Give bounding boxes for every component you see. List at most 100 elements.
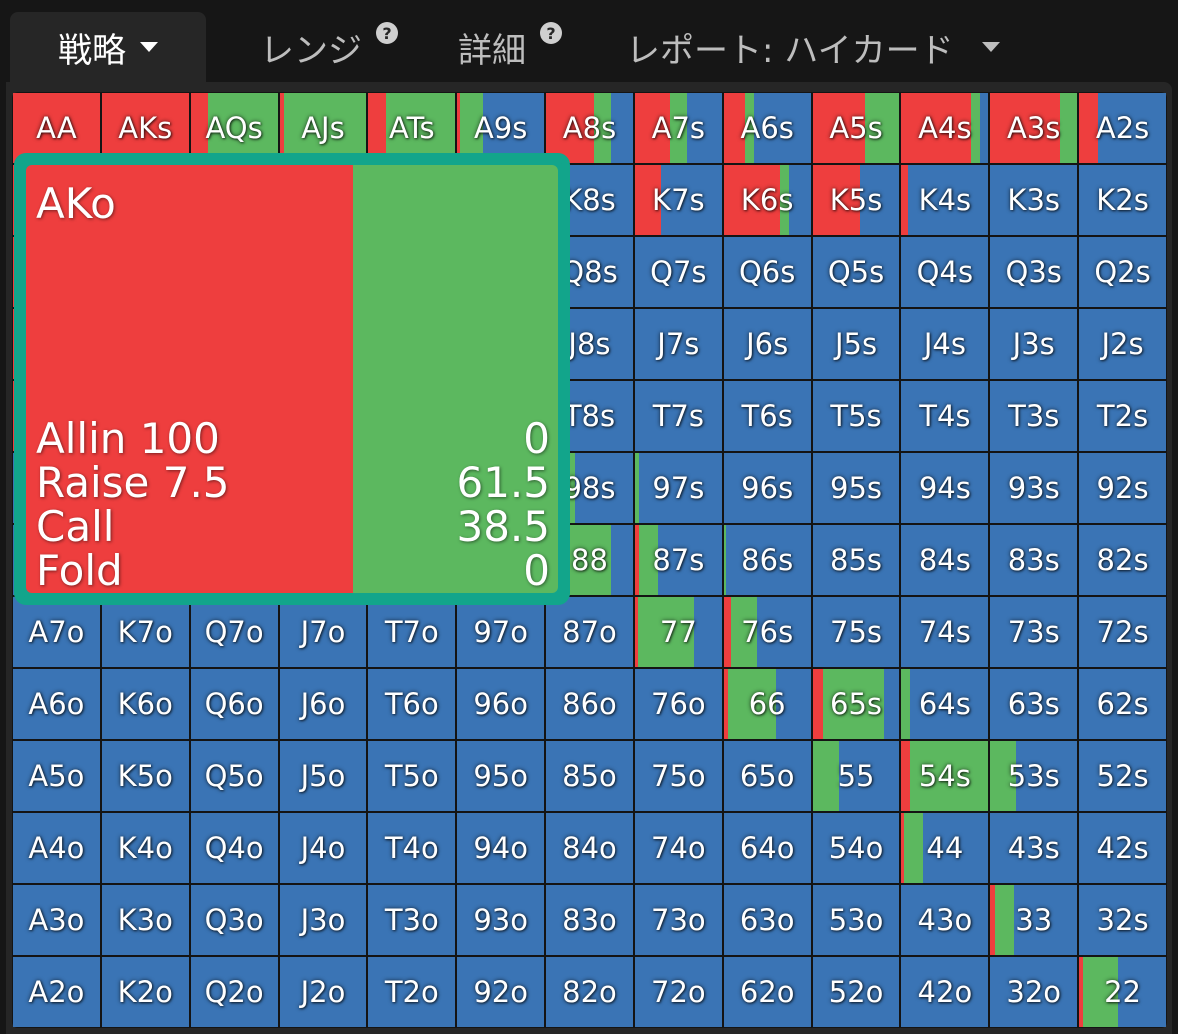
hand-cell-Q5o[interactable]: Q5o <box>190 741 278 811</box>
hand-cell-J5o[interactable]: J5o <box>279 741 367 811</box>
hand-cell-Q2o[interactable]: Q2o <box>190 957 278 1027</box>
hand-cell-43s[interactable]: 43s <box>990 813 1078 883</box>
hand-cell-A8s[interactable]: A8s <box>546 93 633 163</box>
hand-cell-97o[interactable]: 97o <box>457 597 545 667</box>
hand-cell-J3o[interactable]: J3o <box>279 885 367 955</box>
hand-cell-A4o[interactable]: A4o <box>13 813 100 883</box>
hand-cell-87o[interactable]: 87o <box>546 597 633 667</box>
hand-cell-AQs[interactable]: AQs <box>190 93 278 163</box>
hand-cell-55[interactable]: 55 <box>812 741 900 811</box>
hand-cell-J6o[interactable]: J6o <box>279 669 367 739</box>
hand-cell-K6o[interactable]: K6o <box>101 669 189 739</box>
hand-cell-J7s[interactable]: J7s <box>634 309 722 379</box>
hand-cell-64o[interactable]: 64o <box>723 813 811 883</box>
hand-cell-73o[interactable]: 73o <box>634 885 722 955</box>
hand-cell-75s[interactable]: 75s <box>812 597 900 667</box>
hand-cell-K4s[interactable]: K4s <box>901 165 989 235</box>
hand-cell-T3o[interactable]: T3o <box>368 885 456 955</box>
help-icon[interactable]: ? <box>376 22 398 44</box>
hand-cell-T7o[interactable]: T7o <box>368 597 456 667</box>
tab-details[interactable]: 詳細 ? <box>444 12 576 82</box>
hand-cell-Q7o[interactable]: Q7o <box>190 597 278 667</box>
hand-cell-54s[interactable]: 54s <box>901 741 989 811</box>
hand-cell-43o[interactable]: 43o <box>901 885 989 955</box>
hand-cell-32s[interactable]: 32s <box>1079 885 1166 955</box>
hand-cell-T6o[interactable]: T6o <box>368 669 456 739</box>
hand-cell-44[interactable]: 44 <box>901 813 989 883</box>
hand-cell-Q6s[interactable]: Q6s <box>723 237 811 307</box>
hand-cell-Q3s[interactable]: Q3s <box>990 237 1078 307</box>
hand-cell-96o[interactable]: 96o <box>457 669 545 739</box>
hand-cell-T5s[interactable]: T5s <box>812 381 900 451</box>
hand-cell-74o[interactable]: 74o <box>634 813 722 883</box>
hand-cell-76s[interactable]: 76s <box>723 597 811 667</box>
hand-cell-A7s[interactable]: A7s <box>634 93 722 163</box>
hand-cell-A5o[interactable]: A5o <box>13 741 100 811</box>
hand-cell-42o[interactable]: 42o <box>901 957 989 1027</box>
hand-cell-72s[interactable]: 72s <box>1079 597 1166 667</box>
hand-cell-87s[interactable]: 87s <box>634 525 722 595</box>
hand-cell-54o[interactable]: 54o <box>812 813 900 883</box>
hand-cell-86s[interactable]: 86s <box>723 525 811 595</box>
hand-cell-T2s[interactable]: T2s <box>1079 381 1166 451</box>
hand-cell-K3s[interactable]: K3s <box>990 165 1078 235</box>
hand-cell-33[interactable]: 33 <box>990 885 1078 955</box>
hand-cell-85o[interactable]: 85o <box>546 741 633 811</box>
hand-cell-93s[interactable]: 93s <box>990 453 1078 523</box>
hand-cell-94o[interactable]: 94o <box>457 813 545 883</box>
hand-cell-75o[interactable]: 75o <box>634 741 722 811</box>
hand-cell-Q7s[interactable]: Q7s <box>634 237 722 307</box>
hand-cell-A4s[interactable]: A4s <box>901 93 989 163</box>
hand-cell-42s[interactable]: 42s <box>1079 813 1166 883</box>
hand-cell-T6s[interactable]: T6s <box>723 381 811 451</box>
hand-cell-84s[interactable]: 84s <box>901 525 989 595</box>
hand-cell-Q2s[interactable]: Q2s <box>1079 237 1166 307</box>
hand-cell-ATs[interactable]: ATs <box>368 93 456 163</box>
hand-cell-J4s[interactable]: J4s <box>901 309 989 379</box>
help-icon[interactable]: ? <box>540 22 562 44</box>
hand-cell-K5o[interactable]: K5o <box>101 741 189 811</box>
hand-cell-77[interactable]: 77 <box>634 597 722 667</box>
hand-cell-86o[interactable]: 86o <box>546 669 633 739</box>
hand-cell-A3o[interactable]: A3o <box>13 885 100 955</box>
hand-cell-65s[interactable]: 65s <box>812 669 900 739</box>
hand-cell-A9s[interactable]: A9s <box>457 93 545 163</box>
hand-cell-A2o[interactable]: A2o <box>13 957 100 1027</box>
hand-cell-K7s[interactable]: K7s <box>634 165 722 235</box>
hand-cell-95o[interactable]: 95o <box>457 741 545 811</box>
hand-cell-Q4s[interactable]: Q4s <box>901 237 989 307</box>
hand-cell-73s[interactable]: 73s <box>990 597 1078 667</box>
hand-cell-22[interactable]: 22 <box>1079 957 1166 1027</box>
hand-cell-J6s[interactable]: J6s <box>723 309 811 379</box>
hand-cell-A6s[interactable]: A6s <box>723 93 811 163</box>
tab-report[interactable]: レポート: ハイカード <box>612 12 1014 82</box>
hand-cell-T5o[interactable]: T5o <box>368 741 456 811</box>
hand-cell-K2o[interactable]: K2o <box>101 957 189 1027</box>
hand-cell-K2s[interactable]: K2s <box>1079 165 1166 235</box>
hand-cell-94s[interactable]: 94s <box>901 453 989 523</box>
hand-cell-AA[interactable]: AA <box>13 93 100 163</box>
hand-cell-A7o[interactable]: A7o <box>13 597 100 667</box>
hand-cell-K7o[interactable]: K7o <box>101 597 189 667</box>
hand-cell-63s[interactable]: 63s <box>990 669 1078 739</box>
hand-cell-52o[interactable]: 52o <box>812 957 900 1027</box>
hand-cell-72o[interactable]: 72o <box>634 957 722 1027</box>
hand-cell-A3s[interactable]: A3s <box>990 93 1078 163</box>
hand-cell-82o[interactable]: 82o <box>546 957 633 1027</box>
hand-cell-Q4o[interactable]: Q4o <box>190 813 278 883</box>
hand-cell-K6s[interactable]: K6s <box>723 165 811 235</box>
hand-cell-63o[interactable]: 63o <box>723 885 811 955</box>
hand-cell-85s[interactable]: 85s <box>812 525 900 595</box>
hand-cell-T7s[interactable]: T7s <box>634 381 722 451</box>
hand-cell-82s[interactable]: 82s <box>1079 525 1166 595</box>
hand-cell-J2o[interactable]: J2o <box>279 957 367 1027</box>
hand-cell-J7o[interactable]: J7o <box>279 597 367 667</box>
hand-cell-84o[interactable]: 84o <box>546 813 633 883</box>
hand-cell-92s[interactable]: 92s <box>1079 453 1166 523</box>
hand-cell-74s[interactable]: 74s <box>901 597 989 667</box>
hand-cell-62o[interactable]: 62o <box>723 957 811 1027</box>
hand-cell-83s[interactable]: 83s <box>990 525 1078 595</box>
hand-cell-T2o[interactable]: T2o <box>368 957 456 1027</box>
hand-cell-K3o[interactable]: K3o <box>101 885 189 955</box>
hand-cell-83o[interactable]: 83o <box>546 885 633 955</box>
